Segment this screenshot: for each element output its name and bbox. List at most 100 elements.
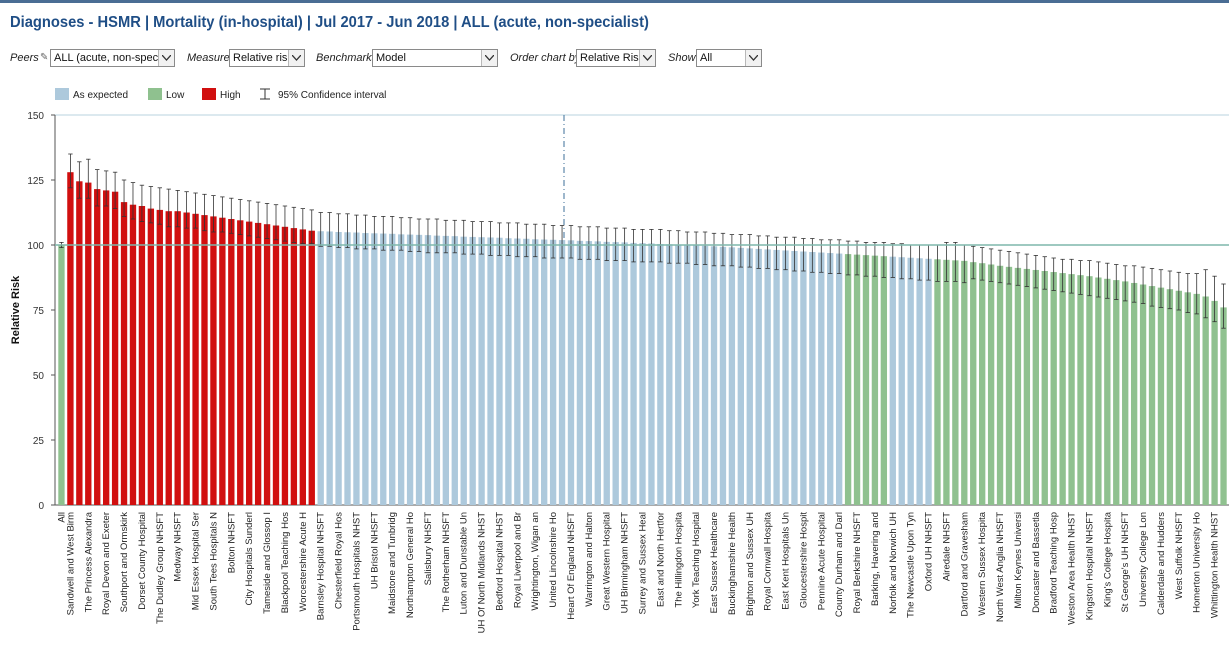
measure-select-value: Relative risk (233, 52, 289, 64)
x-tick-label: UH Of North Midlands NHST (477, 512, 488, 634)
x-tick-label: Homerton University Ho (1192, 512, 1203, 613)
bar (1148, 286, 1156, 505)
order-by-select[interactable]: Relative Risk (576, 49, 656, 67)
bar (442, 235, 450, 505)
x-tick-label: Great Western Hospital (602, 512, 613, 611)
bar (523, 238, 530, 505)
x-tick-label: Bradford Teaching Hosp (1049, 512, 1060, 614)
bar (594, 241, 601, 506)
x-tick-label: The Princess Alexandra (83, 511, 94, 612)
benchmarks-select-value: Model (376, 52, 406, 64)
bar (630, 242, 637, 506)
benchmarks-select[interactable]: Model (372, 49, 498, 67)
bar (889, 256, 896, 505)
x-tick-label: Mid Essex Hospital Ser (191, 512, 202, 610)
bar (76, 181, 83, 506)
bar (648, 243, 655, 505)
bar (496, 237, 503, 505)
x-tick-label: East and North Hertfor (655, 512, 666, 607)
bar (1041, 271, 1048, 505)
bar (710, 246, 718, 506)
bar (308, 230, 315, 505)
bar (1032, 269, 1039, 505)
x-tick-label: Sandwell and West Birm (65, 512, 76, 615)
bar (120, 202, 128, 505)
bar (657, 243, 664, 505)
bar (1014, 267, 1022, 505)
legend-label: Low (166, 90, 185, 101)
measure-label: Measure (187, 52, 230, 64)
x-tick-label: Tameside and Glossop I (262, 512, 273, 614)
x-tick-label: Barnsley Hospital NHSFT (316, 512, 327, 620)
bar (719, 246, 727, 505)
x-tick-label: Worcestershire Acute H (298, 512, 309, 612)
measure-select[interactable]: Relative risk (229, 49, 305, 67)
x-tick-label: Brighton and Sussex UH (745, 512, 756, 616)
chevron-down-icon[interactable] (158, 50, 174, 66)
bar (970, 262, 977, 505)
bar (666, 244, 673, 505)
chevron-down-icon[interactable] (288, 50, 304, 66)
bar (684, 245, 691, 505)
bar (1023, 268, 1031, 505)
bar (1184, 292, 1191, 505)
show-select[interactable]: All (696, 49, 762, 67)
x-tick-label: Barking, Havering and (870, 512, 881, 606)
peers-select[interactable]: ALL (acute, non-special (50, 49, 175, 67)
x-tick-label: Dorset County Hospital (137, 512, 148, 610)
bar (326, 231, 333, 506)
x-tick-label: Milton Keynes Universi (1013, 512, 1024, 609)
x-tick-label: The Rotherham NHSFT (441, 512, 452, 613)
chevron-down-icon[interactable] (481, 50, 497, 66)
bar (380, 233, 387, 505)
chevron-down-icon[interactable] (639, 50, 655, 66)
bar (1166, 289, 1174, 505)
pencil-icon[interactable]: ✎ (40, 52, 49, 63)
bar (567, 240, 575, 505)
x-tick-label: Luton and Dunstable Un (459, 512, 470, 614)
x-tick-label: Whittington Health NHST (1210, 512, 1221, 618)
x-tick-label: Wrightington, Wigan an (530, 512, 541, 611)
bar (353, 232, 360, 505)
bar (844, 254, 852, 505)
x-tick-label: Calderdale and Hudders (1156, 512, 1167, 615)
peers-label: Peers (10, 52, 39, 64)
x-tick-label: North West Anglia NHSFT (995, 512, 1006, 622)
bar (701, 245, 709, 505)
bar (469, 236, 476, 505)
x-tick-label: Bedford Hospital NHST (494, 512, 505, 611)
bar (621, 242, 628, 505)
bar (541, 239, 548, 506)
bar (1068, 274, 1075, 505)
bar (675, 244, 682, 506)
bar (1220, 307, 1227, 505)
benchmarks-label: Benchmarks (316, 52, 378, 64)
x-tick-label: City Hospitals Sunderl (244, 512, 255, 605)
x-tick-label: Chesterfield Royal Hos (334, 512, 345, 609)
bar (362, 233, 369, 506)
bar (397, 234, 405, 505)
x-tick-label: Doncaster and Bassetla (1031, 511, 1042, 613)
show-label: Show (668, 52, 696, 64)
bar (102, 190, 110, 505)
bar (111, 191, 119, 505)
bar (1122, 281, 1129, 505)
bar (237, 220, 244, 506)
x-tick-label: Northampton General Ho (405, 512, 416, 618)
bar (791, 250, 798, 505)
bar (996, 265, 1004, 505)
bar (451, 236, 458, 505)
bar (549, 239, 557, 506)
x-tick-label: Surrey and Sussex Heal (638, 512, 649, 614)
chevron-down-icon[interactable] (745, 50, 761, 66)
x-tick-label: The Dudley Group NHSFT (155, 512, 166, 624)
bar (219, 217, 226, 505)
legend-swatch (148, 88, 162, 100)
bar (782, 250, 789, 505)
bar (85, 182, 92, 505)
bar (505, 238, 512, 506)
bar (1005, 266, 1013, 505)
bar (1086, 276, 1093, 505)
order-by-label: Order chart by (510, 52, 581, 64)
bar (371, 233, 378, 506)
